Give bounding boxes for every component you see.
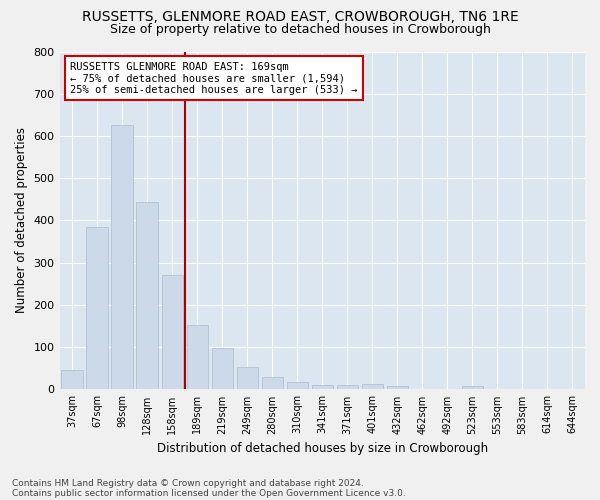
Text: RUSSETTS, GLENMORE ROAD EAST, CROWBOROUGH, TN6 1RE: RUSSETTS, GLENMORE ROAD EAST, CROWBOROUG… [82,10,518,24]
Text: Contains HM Land Registry data © Crown copyright and database right 2024.: Contains HM Land Registry data © Crown c… [12,478,364,488]
Bar [161,276,183,390]
Bar [86,227,108,390]
Bar [236,368,258,390]
Y-axis label: Number of detached properties: Number of detached properties [15,128,28,314]
Bar [287,382,308,390]
Bar [337,385,358,390]
Bar [462,386,483,390]
Bar [362,384,383,390]
Bar [187,325,208,390]
Text: Size of property relative to detached houses in Crowborough: Size of property relative to detached ho… [110,22,490,36]
Bar [112,126,133,390]
Bar [387,386,408,390]
Text: RUSSETTS GLENMORE ROAD EAST: 169sqm
← 75% of detached houses are smaller (1,594): RUSSETTS GLENMORE ROAD EAST: 169sqm ← 75… [70,62,358,95]
Bar [262,377,283,390]
Bar [61,370,83,390]
Text: Contains public sector information licensed under the Open Government Licence v3: Contains public sector information licen… [12,488,406,498]
Bar [136,202,158,390]
X-axis label: Distribution of detached houses by size in Crowborough: Distribution of detached houses by size … [157,442,488,455]
Bar [212,348,233,390]
Bar [311,385,333,390]
